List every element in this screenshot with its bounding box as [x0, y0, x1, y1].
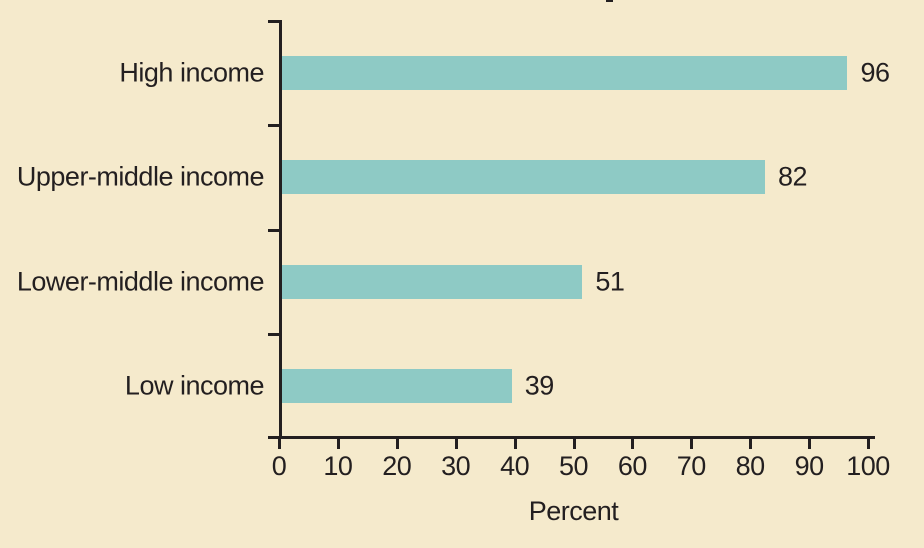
category-label-2: Lower-middle income	[16, 266, 265, 296]
bar-2	[282, 264, 583, 299]
y-axis-tick-3	[268, 332, 280, 336]
bar-3	[282, 368, 512, 403]
x-axis-tick-4	[513, 439, 517, 449]
x-axis-tick-5	[572, 439, 576, 449]
x-axis-title: Percent	[528, 496, 619, 526]
x-axis-tick-10	[867, 439, 870, 449]
x-axis-tick-6	[631, 439, 635, 449]
x-axis-tick-7	[690, 439, 694, 449]
x-tick-label-7: 70	[676, 451, 707, 481]
x-tick-label-2: 20	[382, 451, 412, 481]
value-label-0: 96	[860, 57, 890, 88]
y-axis-tick-2	[268, 228, 280, 232]
value-label-2: 51	[595, 266, 625, 296]
y-axis-tick-1	[268, 124, 280, 128]
value-label-3: 39	[524, 370, 555, 401]
cropped-title-remnant	[606, 0, 613, 2]
value-label-1: 82	[777, 161, 808, 192]
x-tick-label-3: 30	[441, 451, 471, 481]
x-axis-tick-9	[808, 439, 812, 449]
x-tick-label-8: 80	[735, 451, 766, 481]
x-axis-tick-8	[749, 439, 753, 449]
x-axis	[268, 436, 875, 439]
x-tick-label-4: 40	[500, 451, 530, 481]
x-tick-label-1: 10	[323, 451, 353, 481]
x-tick-label-9: 90	[794, 451, 825, 481]
bar-0	[282, 56, 848, 90]
x-axis-tick-2	[395, 439, 399, 449]
x-axis-tick-1	[336, 439, 340, 449]
x-axis-tick-3	[454, 439, 458, 449]
bar-1	[282, 160, 765, 195]
x-tick-label-0: 0	[271, 451, 287, 481]
x-tick-label-6: 60	[617, 451, 648, 481]
y-axis-tick-0	[268, 20, 280, 23]
y-axis	[279, 20, 282, 439]
x-axis-tick-0	[278, 439, 281, 449]
category-label-1: Upper-middle income	[16, 161, 265, 192]
category-label-3: Low income	[124, 370, 265, 401]
x-tick-label-10: 100	[846, 451, 890, 481]
x-tick-label-5: 50	[558, 451, 589, 481]
category-label-0: High income	[119, 57, 264, 88]
